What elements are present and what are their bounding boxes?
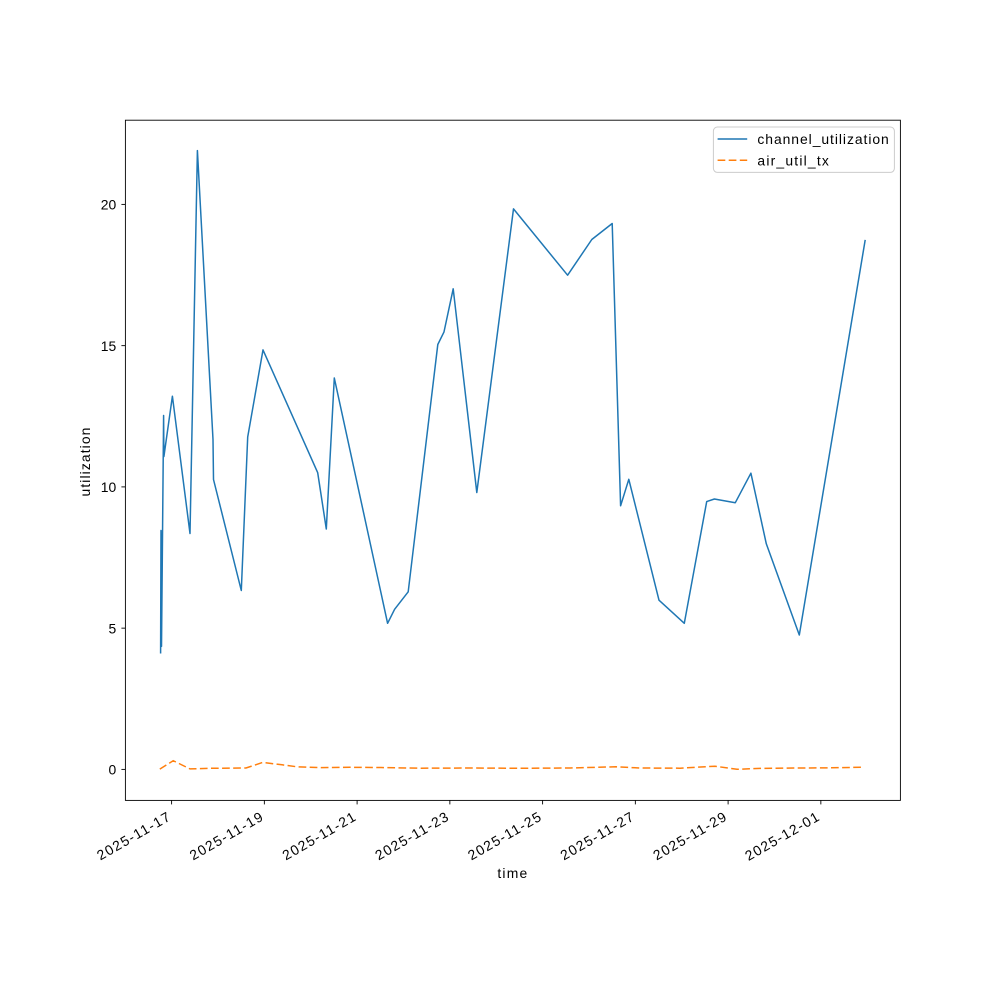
svg-text:5: 5 (108, 620, 116, 636)
svg-text:air_util_tx: air_util_tx (757, 152, 830, 168)
svg-text:0: 0 (108, 762, 116, 778)
svg-text:10: 10 (101, 479, 117, 495)
svg-text:time: time (497, 865, 528, 881)
svg-text:15: 15 (101, 338, 117, 354)
svg-text:channel_utilization: channel_utilization (757, 131, 889, 147)
svg-text:utilization: utilization (77, 426, 93, 496)
svg-text:20: 20 (101, 197, 117, 213)
